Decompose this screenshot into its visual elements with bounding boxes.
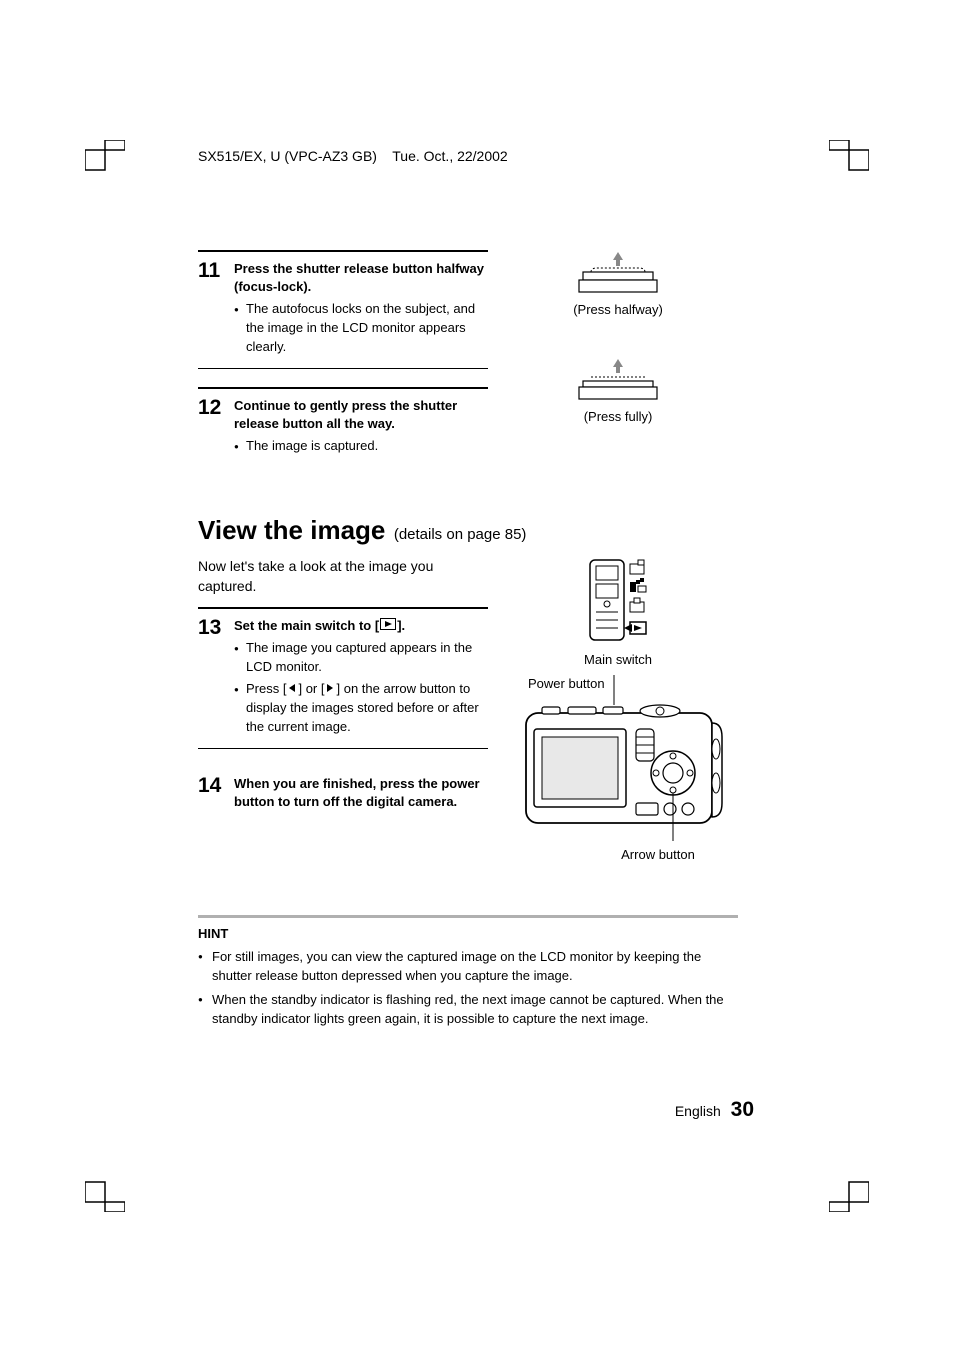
- step-bullet: The autofocus locks on the subject, and …: [234, 300, 488, 357]
- step-title: Set the main switch to [].: [234, 617, 488, 636]
- step-11: 11 Press the shutter release button half…: [198, 250, 488, 369]
- press-fully-caption: (Press fully): [518, 409, 718, 424]
- footer-language: English: [675, 1103, 721, 1119]
- step-bullet: The image is captured.: [234, 437, 488, 456]
- left-arrow-icon: [287, 680, 297, 699]
- press-fully-diagram: (Press fully): [518, 357, 718, 424]
- crop-mark-tr: [829, 140, 869, 180]
- step-number: 11: [198, 260, 226, 281]
- hint-item: When the standby indicator is flashing r…: [198, 990, 738, 1029]
- section-title: View the image: [198, 515, 385, 545]
- doc-date: Tue. Oct., 22/2002: [392, 148, 507, 164]
- step-bullet: Press [] or [] on the arrow button to di…: [234, 680, 488, 737]
- step-title: Press the shutter release button halfway…: [234, 260, 488, 296]
- camera-diagram: [518, 693, 718, 848]
- step-number: 13: [198, 617, 226, 638]
- hint-item: For still images, you can view the captu…: [198, 947, 738, 986]
- hint-section: HINT For still images, you can view the …: [198, 915, 738, 1029]
- step-14: 14 When you are finished, press the powe…: [198, 767, 488, 823]
- main-switch-label: Main switch: [518, 651, 718, 669]
- hint-title: HINT: [198, 926, 738, 941]
- main-switch-diagram: [518, 556, 718, 651]
- page-number: 30: [731, 1098, 754, 1121]
- step-number: 14: [198, 775, 226, 796]
- step-number: 12: [198, 397, 226, 418]
- section-heading: View the image (details on page 85): [198, 515, 758, 546]
- page-content: 11 Press the shutter release button half…: [198, 250, 758, 1033]
- page-footer: English 30: [675, 1098, 754, 1122]
- play-box-icon: [380, 617, 396, 635]
- press-halfway-caption: (Press halfway): [518, 302, 718, 317]
- step-title: Continue to gently press the shutter rel…: [234, 397, 488, 433]
- section-subtitle: (details on page 85): [394, 526, 527, 543]
- crop-mark-br: [829, 1172, 869, 1212]
- step-13: 13 Set the main switch to []. The image …: [198, 607, 488, 749]
- running-header: SX515/EX, U (VPC-AZ3 GB) Tue. Oct., 22/2…: [198, 148, 508, 164]
- step-title: When you are finished, press the power b…: [234, 775, 488, 811]
- arrow-button-label: Arrow button: [518, 846, 718, 864]
- section-intro: Now let's take a look at the image you c…: [198, 556, 478, 597]
- right-arrow-icon: [325, 680, 335, 699]
- press-halfway-diagram: (Press halfway): [518, 250, 718, 317]
- step-bullet: The image you captured appears in the LC…: [234, 639, 488, 677]
- crop-mark-bl: [85, 1172, 125, 1212]
- doc-code: SX515/EX, U (VPC-AZ3 GB): [198, 148, 377, 164]
- step-12: 12 Continue to gently press the shutter …: [198, 387, 488, 467]
- crop-mark-tl: [85, 140, 125, 180]
